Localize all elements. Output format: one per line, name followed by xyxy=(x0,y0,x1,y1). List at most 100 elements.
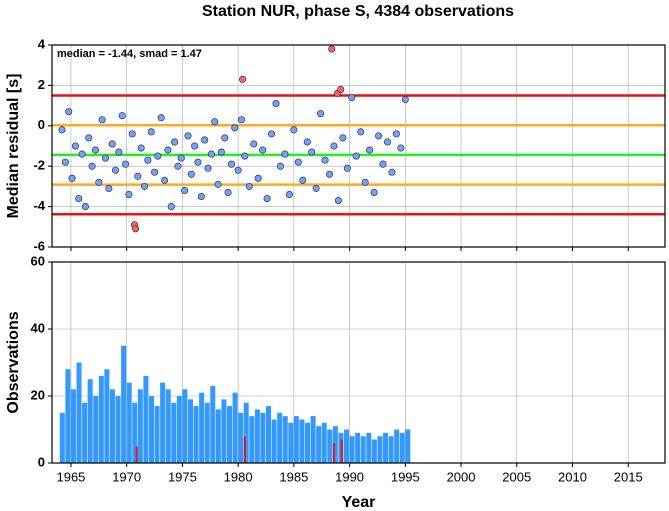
data-point xyxy=(328,45,336,53)
data-point xyxy=(361,178,369,186)
bar xyxy=(176,396,182,463)
bar xyxy=(59,412,65,463)
data-point xyxy=(285,190,293,199)
data-point xyxy=(164,146,172,154)
bar xyxy=(271,419,277,463)
bar xyxy=(366,432,372,463)
x-tick-label: 1990 xyxy=(335,469,364,484)
data-point xyxy=(217,148,225,156)
bar xyxy=(260,412,266,463)
data-point xyxy=(348,93,356,102)
data-point xyxy=(290,126,298,134)
data-point xyxy=(68,174,76,182)
bar xyxy=(282,416,288,463)
bar xyxy=(299,419,305,463)
bar xyxy=(215,409,221,463)
data-point xyxy=(197,192,205,201)
data-point xyxy=(259,146,267,154)
data-point xyxy=(308,148,316,156)
x-tick-label: 2015 xyxy=(614,469,643,484)
data-point xyxy=(128,130,136,138)
bar xyxy=(249,416,255,463)
data-point xyxy=(392,130,400,138)
data-point xyxy=(312,184,320,192)
data-point xyxy=(118,112,126,120)
data-point xyxy=(181,186,189,194)
bar xyxy=(98,375,104,463)
bar xyxy=(344,429,350,463)
data-point xyxy=(276,162,285,170)
bar xyxy=(143,375,149,463)
bar xyxy=(154,406,160,463)
y-axis-label: Median residual [s] xyxy=(5,74,22,219)
data-point xyxy=(171,138,179,146)
bar xyxy=(65,369,71,463)
data-point xyxy=(111,166,120,174)
bar xyxy=(204,402,210,463)
data-point xyxy=(388,168,396,176)
bar xyxy=(93,396,99,463)
data-point xyxy=(211,118,219,126)
data-point xyxy=(122,160,130,168)
data-point xyxy=(375,132,383,140)
bar xyxy=(82,402,88,463)
data-point xyxy=(177,154,185,162)
data-point xyxy=(231,124,239,132)
data-point xyxy=(245,182,253,190)
x-tick-label: 2000 xyxy=(447,469,476,484)
data-point xyxy=(95,178,103,186)
data-point xyxy=(204,164,212,172)
data-point xyxy=(272,100,280,108)
data-point xyxy=(401,95,409,104)
data-point xyxy=(263,194,271,203)
data-point xyxy=(357,128,365,136)
chart-title: Station NUR, phase S, 4384 observations xyxy=(202,3,514,20)
data-point xyxy=(321,156,329,164)
data-point xyxy=(241,152,249,160)
data-point xyxy=(187,170,195,178)
data-point xyxy=(125,190,133,199)
bar xyxy=(243,436,246,463)
data-point xyxy=(91,146,100,154)
data-point xyxy=(221,134,229,142)
x-tick-label: 1995 xyxy=(391,469,420,484)
data-point xyxy=(132,225,140,233)
data-point xyxy=(352,152,360,160)
bar xyxy=(238,412,244,463)
bar xyxy=(132,402,138,463)
bar xyxy=(171,402,177,463)
bar xyxy=(199,392,205,463)
bar xyxy=(388,436,394,463)
bar xyxy=(332,442,336,463)
data-point xyxy=(65,108,73,116)
bar xyxy=(383,432,389,463)
y-tick-label: -2 xyxy=(33,158,45,173)
bar xyxy=(137,389,143,463)
y-tick-label: 60 xyxy=(31,253,45,268)
data-point xyxy=(184,132,192,140)
bar xyxy=(148,396,154,463)
x-tick-label: 2010 xyxy=(558,469,587,484)
y-tick-label: 0 xyxy=(38,117,45,132)
bar xyxy=(221,399,227,463)
bar xyxy=(327,429,333,463)
data-point xyxy=(61,158,69,166)
data-point xyxy=(250,140,258,148)
bar xyxy=(360,436,366,463)
data-point xyxy=(167,203,175,211)
bar xyxy=(193,406,199,463)
data-point xyxy=(194,158,202,166)
bar xyxy=(254,409,260,463)
data-point xyxy=(337,85,345,93)
data-point xyxy=(201,136,209,144)
bar xyxy=(405,429,411,463)
bar xyxy=(115,396,121,463)
data-point xyxy=(207,150,215,158)
bar xyxy=(187,399,193,463)
data-point xyxy=(144,156,152,164)
bar xyxy=(226,406,232,463)
data-point xyxy=(98,116,106,124)
y-tick-label: 4 xyxy=(38,36,46,51)
bar xyxy=(70,389,76,463)
